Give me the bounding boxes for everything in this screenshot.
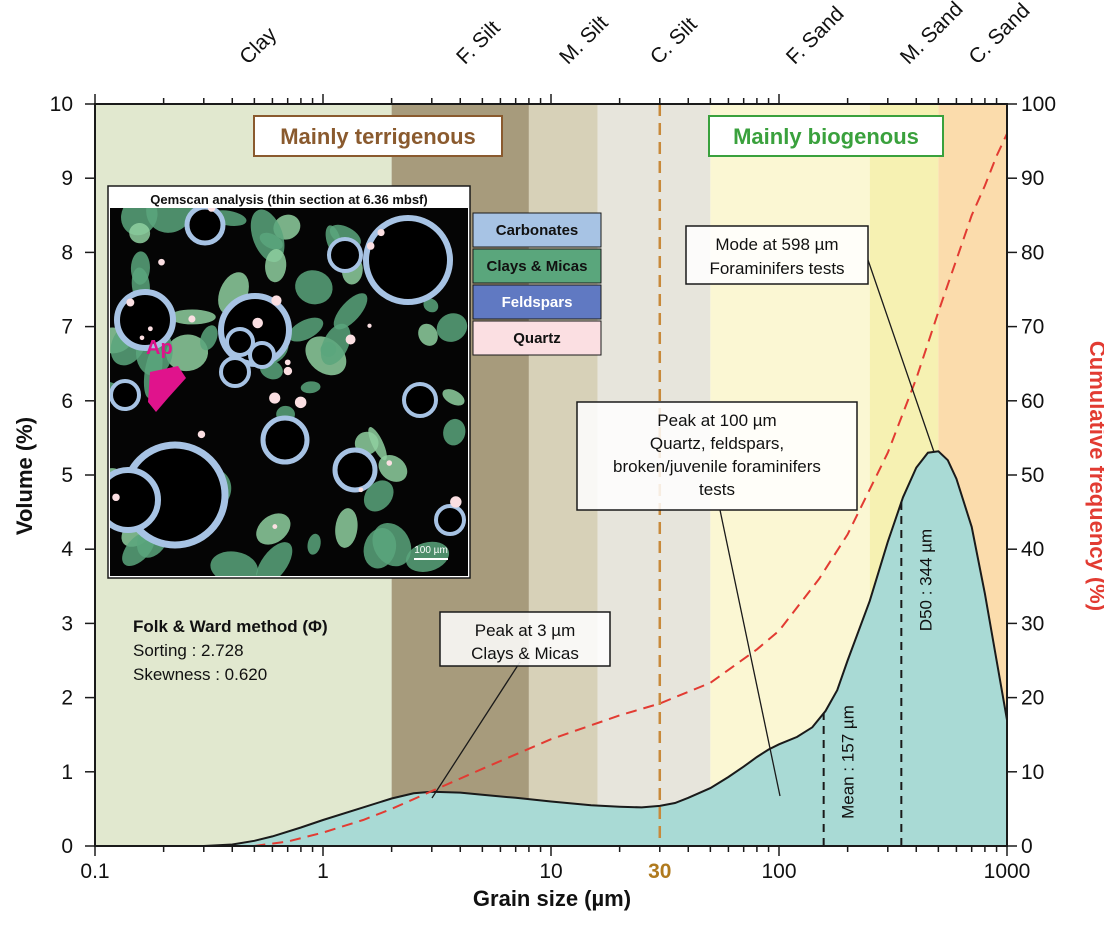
y-axis-title-right: Cumulative frequency (%) bbox=[1085, 341, 1104, 611]
x-axis-title: Grain size (µm) bbox=[473, 886, 631, 911]
legend-label: Quartz bbox=[513, 330, 561, 347]
peak100-note-text: tests bbox=[699, 480, 735, 499]
legend-swatch bbox=[472, 320, 602, 356]
apatite-grain bbox=[148, 366, 186, 412]
terrigenous-label: Mainly terrigenous bbox=[280, 124, 476, 149]
y-tick-label-left: 5 bbox=[61, 464, 73, 487]
y-tick-label-right: 20 bbox=[1021, 687, 1044, 710]
mode-note-text: Foraminifers tests bbox=[709, 259, 844, 278]
y-tick-label-right: 100 bbox=[1021, 93, 1056, 116]
y-tick-label-left: 7 bbox=[61, 316, 73, 339]
y-tick-label-left: 6 bbox=[61, 390, 73, 413]
legend-swatch bbox=[472, 248, 602, 284]
folk-ward-sorting: Sorting : 2.728 bbox=[133, 641, 244, 660]
class-label: Clay bbox=[235, 23, 281, 69]
y-tick-label-right: 80 bbox=[1021, 241, 1044, 264]
y-tick-label-left: 3 bbox=[61, 612, 73, 635]
y-tick-label-left: 10 bbox=[50, 93, 73, 116]
peak100-note-box bbox=[576, 401, 858, 511]
x-tick-label: 0.1 bbox=[80, 860, 109, 883]
volume-area bbox=[203, 451, 1007, 846]
peak3-note-box bbox=[439, 611, 611, 667]
y-tick-label-left: 0 bbox=[61, 835, 73, 858]
volume-line bbox=[203, 450, 1007, 846]
biogenous-box bbox=[708, 115, 944, 157]
mode-note-box bbox=[685, 225, 869, 285]
legend-swatch bbox=[472, 212, 602, 248]
class-label: C. Sand bbox=[965, 0, 1035, 69]
mode-note-text: Mode at 598 µm bbox=[715, 235, 838, 254]
x-tick-label: 100 bbox=[761, 860, 796, 883]
peak3-note-text: Clays & Micas bbox=[471, 644, 579, 663]
class-label: F. Sand bbox=[782, 2, 849, 69]
inset-title: Qemscan analysis (thin section at 6.36 m… bbox=[150, 192, 427, 207]
folk-ward-title: Folk & Ward method (Φ) bbox=[133, 617, 328, 636]
peak100-note-text: Peak at 100 µm bbox=[657, 411, 776, 430]
peak3-note-text: Peak at 3 µm bbox=[475, 621, 576, 640]
x-tick-label: 1 bbox=[317, 860, 329, 883]
apatite-marker: Ap bbox=[146, 337, 173, 359]
qemscan-image bbox=[110, 208, 468, 576]
legend-swatch bbox=[472, 284, 602, 320]
x-tick-label: 30 bbox=[648, 860, 671, 883]
y-tick-label-left: 9 bbox=[61, 167, 73, 190]
folk-ward-skewness: Skewness : 0.620 bbox=[133, 665, 267, 684]
leader-peak100 bbox=[719, 509, 781, 797]
y-tick-label-right: 40 bbox=[1021, 538, 1044, 561]
y-tick-label-right: 10 bbox=[1021, 761, 1044, 784]
ref-label: Mean : 157 µm bbox=[839, 705, 858, 819]
class-label: C. Silt bbox=[646, 13, 702, 69]
peak100-note-text: broken/juvenile foraminifers bbox=[613, 457, 821, 476]
legend-label: Carbonates bbox=[496, 222, 579, 239]
y-tick-label-right: 60 bbox=[1021, 390, 1044, 413]
y-tick-label-right: 0 bbox=[1021, 835, 1033, 858]
y-tick-label-right: 50 bbox=[1021, 464, 1044, 487]
terrigenous-box bbox=[253, 115, 503, 157]
y-tick-label-left: 4 bbox=[61, 538, 73, 561]
x-tick-label: 10 bbox=[539, 860, 562, 883]
peak100-note-text: Quartz, feldspars, bbox=[650, 434, 784, 453]
biogenous-label: Mainly biogenous bbox=[733, 124, 919, 149]
class-label: M. Sand bbox=[896, 0, 968, 69]
x-tick-label: 1000 bbox=[984, 860, 1031, 883]
cumulative-line bbox=[254, 133, 1007, 846]
y-axis-title-left: Volume (%) bbox=[12, 417, 37, 535]
class-label: M. Silt bbox=[555, 11, 613, 69]
class-label: F. Silt bbox=[452, 16, 505, 69]
y-tick-label-right: 70 bbox=[1021, 316, 1044, 339]
legend-label: Clays & Micas bbox=[487, 258, 588, 275]
leader-mode bbox=[867, 259, 935, 453]
y-tick-label-left: 2 bbox=[61, 687, 73, 710]
legend-label: Feldspars bbox=[502, 294, 573, 311]
ref-label: D50 : 344 µm bbox=[916, 529, 935, 631]
y-tick-label-right: 90 bbox=[1021, 167, 1044, 190]
leader-peak3 bbox=[431, 661, 521, 799]
scale-bar-label: 100 µm bbox=[414, 545, 448, 556]
y-tick-label-right: 30 bbox=[1021, 612, 1044, 635]
y-tick-label-left: 8 bbox=[61, 241, 73, 264]
y-tick-label-left: 1 bbox=[61, 761, 73, 784]
